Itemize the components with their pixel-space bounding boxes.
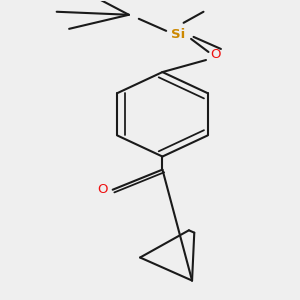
Text: O: O — [98, 183, 108, 196]
Text: Si: Si — [172, 28, 186, 41]
Text: O: O — [211, 49, 221, 62]
